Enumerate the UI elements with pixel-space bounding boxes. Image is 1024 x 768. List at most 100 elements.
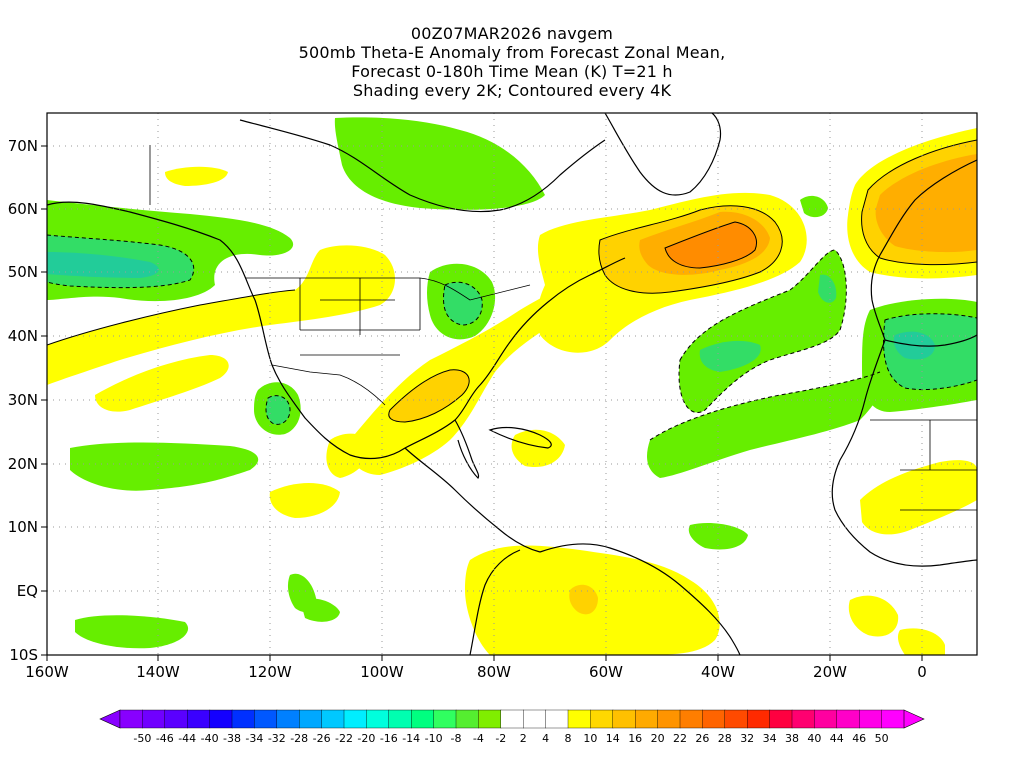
lat-label-40n: 40N	[8, 327, 38, 345]
colorbar-label: 10	[583, 732, 597, 745]
colorbar-label: -8	[451, 732, 462, 745]
colorbar-swatch	[186, 709, 211, 729]
colorbar-label: -28	[290, 732, 308, 745]
colorbar-label: 46	[852, 732, 866, 745]
border-africa-1	[870, 419, 977, 511]
colorbar-label: -14	[402, 732, 420, 745]
shade-pos-east-band-2	[388, 369, 470, 422]
shade-pos-us-band-2	[95, 355, 229, 412]
coast-africa	[831, 339, 977, 567]
contour-pos-east-band	[388, 369, 470, 423]
shade-neg-baja-core	[266, 395, 290, 425]
shade-neg-subtrop-atl	[647, 372, 882, 478]
coast-south-america-west	[469, 549, 521, 655]
colorbar-swatch	[859, 709, 883, 729]
colorbar-swatch	[299, 709, 323, 729]
colorbar-swatch	[769, 709, 793, 729]
border-layer	[149, 145, 977, 511]
coast-south-america	[539, 543, 741, 655]
lon-label-140w: 140W	[136, 663, 180, 681]
lat-label-70n: 70N	[8, 137, 38, 155]
colorbar-swatch	[747, 709, 771, 729]
colorbar-label: -32	[268, 732, 286, 745]
contour-layer	[47, 139, 977, 441]
colorbar-swatch	[657, 709, 681, 729]
colorbar-label: -2	[495, 732, 506, 745]
coast-arctic	[239, 119, 606, 213]
colorbar-swatch	[119, 709, 143, 729]
colorbar: -50 -46 -44 -40 -38 -34 -32 -28 -26 -22 -20 -16 -14-…	[99, 709, 925, 745]
title-shading-note: Shading every 2K; Contoured every 4K	[352, 81, 672, 100]
contour-pos-natl-8k	[664, 221, 757, 269]
coast-europe	[870, 159, 977, 341]
colorbar-swatch	[836, 709, 860, 729]
contour-neg-subtrop	[649, 371, 881, 441]
coast-iberia-med	[884, 334, 977, 347]
colorbar-swatch	[590, 709, 614, 729]
coast-north-america	[47, 201, 626, 460]
colorbar-label: -40	[201, 732, 219, 745]
colorbar-label: -20	[357, 732, 375, 745]
colorbar-label: 32	[740, 732, 754, 745]
lon-label-40w: 40W	[701, 663, 735, 681]
border-us-states-1	[299, 278, 421, 356]
shade-pos-alaska	[165, 166, 228, 186]
colorbar-label: 28	[718, 732, 732, 745]
lat-label-eq: EQ	[17, 582, 38, 600]
shade-pos-carib	[511, 429, 565, 468]
longitude-labels: 160W 140W 120W 100W 80W 60W 40W 20W 0	[25, 663, 927, 681]
colorbar-label: 26	[695, 732, 709, 745]
colorbar-swatch	[523, 709, 547, 729]
colorbar-swatch	[142, 709, 166, 729]
title-forecast-mean: Forecast 0-180h Time Mean (K) T=21 h	[351, 62, 673, 81]
lon-label-100w: 100W	[360, 663, 404, 681]
axis-ticks	[41, 145, 923, 661]
plot-frame	[46, 112, 978, 656]
contour-neg-baja-4k	[265, 395, 291, 425]
contour-neg-iberia-4k	[883, 313, 977, 391]
colorbar-swatch	[276, 709, 300, 729]
shade-pos-satl	[848, 595, 899, 637]
colorbar-label: 50	[875, 732, 889, 745]
colorbar-label: -22	[335, 732, 353, 745]
colorbar-swatch	[635, 709, 659, 729]
colorbar-label: 20	[651, 732, 665, 745]
shading-layer	[47, 117, 977, 655]
colorbar-swatch	[791, 709, 815, 729]
shade-neg-atlantic-core2	[818, 274, 837, 303]
latitude-labels: 70N 60N 50N 40N 30N 20N 10N EQ 10S	[8, 137, 38, 664]
colorbar-label: -38	[223, 732, 241, 745]
shade-pos-gulf-guinea	[897, 628, 945, 655]
coastline-layer	[47, 113, 977, 655]
graticule	[47, 113, 977, 655]
lon-label-0: 0	[917, 663, 927, 681]
coast-central-america	[404, 447, 541, 553]
contour-neg-atlantic	[678, 249, 847, 413]
colorbar-swatch	[254, 709, 278, 729]
colorbar-swatch	[702, 709, 726, 729]
shade-pos-europe-3	[875, 154, 977, 253]
contour-neg-greatlakes-4k	[443, 281, 483, 326]
colorbar-swatch	[209, 709, 233, 729]
colorbar-swatch	[343, 709, 367, 729]
colorbar-label: -44	[178, 732, 196, 745]
coast-greenland	[604, 113, 722, 196]
shade-pos-samerica-2	[569, 584, 598, 615]
shade-pos-natl-4	[665, 222, 757, 268]
lat-label-10s: 10S	[9, 646, 38, 664]
contour-pos-us-band	[47, 289, 296, 346]
colorbar-label: 40	[807, 732, 821, 745]
colorbar-swatch	[164, 709, 188, 729]
colorbar-swatch	[388, 709, 412, 729]
colorbar-swatch	[433, 709, 457, 729]
colorbar-swatch	[411, 709, 435, 729]
colorbar-label: 44	[830, 732, 844, 745]
colorbar-swatch	[724, 709, 748, 729]
lon-label-20w: 20W	[813, 663, 847, 681]
colorbar-swatch	[567, 709, 591, 729]
lon-label-80w: 80W	[477, 663, 511, 681]
colorbar-label: 14	[606, 732, 620, 745]
colorbar-label: 16	[628, 732, 642, 745]
shade-neg-tropic-atl	[688, 523, 748, 550]
